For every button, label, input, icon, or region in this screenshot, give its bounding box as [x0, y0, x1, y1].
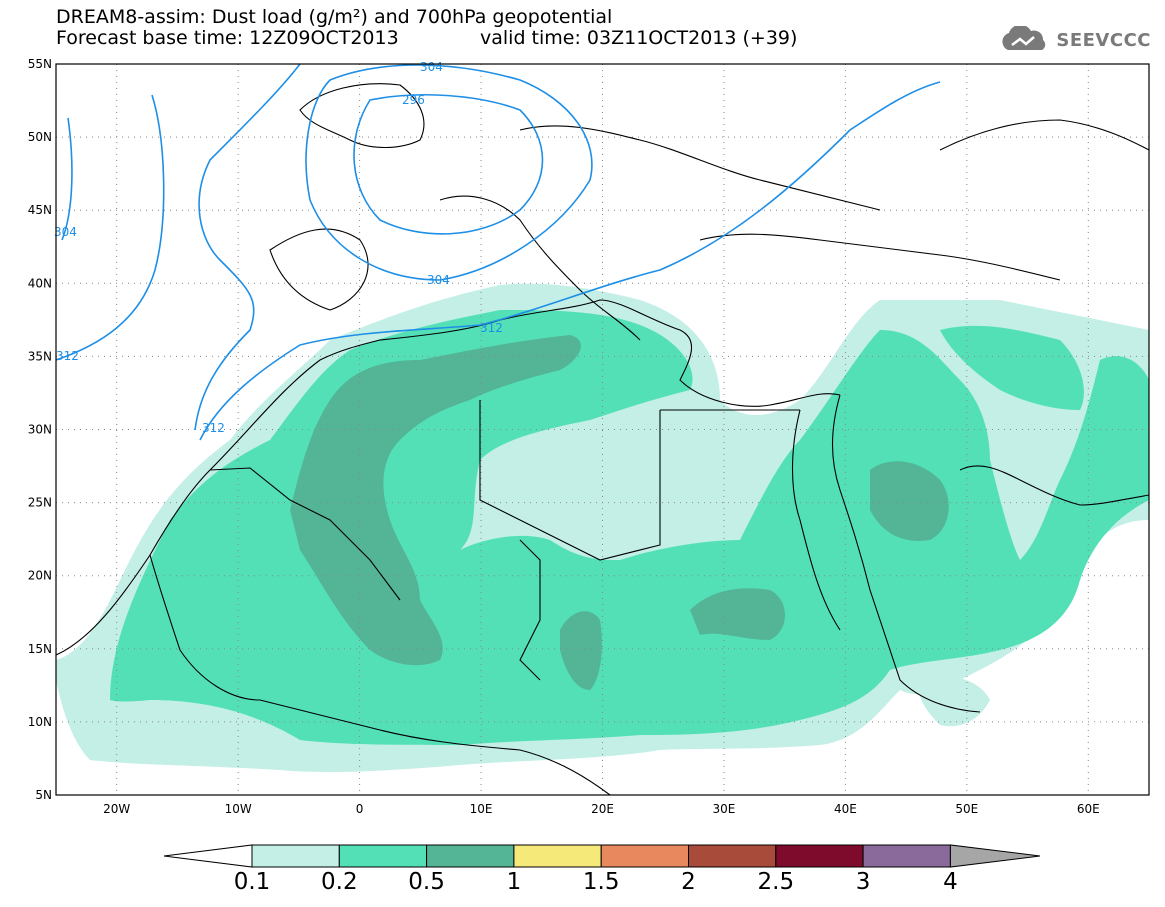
colorbar-label: 2	[681, 869, 696, 895]
latitude-labels: 55N 50N 45N 40N 35N 30N 25N 20N 15N 10N 5N	[28, 57, 52, 802]
colorbar-label: 1	[507, 869, 522, 895]
colorbar-label: 0.2	[321, 869, 358, 895]
contour-label: 296	[402, 93, 425, 107]
colorbar-swatch	[775, 844, 864, 868]
valid-time: valid time: 03Z11OCT2013 (+39)	[480, 27, 798, 49]
logo-text: SEEVCCC	[1056, 29, 1151, 51]
lon-tick-label: 60E	[1077, 802, 1100, 816]
lon-tick-label: 50E	[955, 802, 978, 816]
colorbar-label: 0.5	[408, 869, 445, 895]
colorbar-swatch	[862, 844, 951, 868]
lat-tick-label: 45N	[28, 203, 52, 217]
map-subtitle: Forecast base time: 12Z09OCT2013 valid ti…	[56, 27, 797, 49]
colorbar-swatch	[426, 844, 515, 868]
lat-tick-label: 35N	[28, 349, 52, 363]
colorbar-swatch	[251, 844, 340, 868]
lat-tick-label: 50N	[28, 130, 52, 144]
cloud-icon	[1002, 26, 1046, 50]
lon-tick-label: 10W	[225, 802, 252, 816]
lon-tick-label: 20E	[591, 802, 614, 816]
colorbar-label: 2.5	[758, 869, 795, 895]
lat-tick-label: 10N	[28, 715, 52, 729]
lat-tick-label: 15N	[28, 642, 52, 656]
lon-tick-label: 0	[356, 802, 364, 816]
geopotential-contours	[56, 64, 941, 441]
colorbar-swatch	[600, 844, 690, 868]
contour-label: 312	[202, 421, 225, 435]
colorbar-swatch	[688, 844, 777, 868]
lat-tick-label: 25N	[28, 496, 52, 510]
seevccc-logo: SEEVCCC	[998, 26, 1151, 54]
lon-tick-label: 30E	[713, 802, 736, 816]
lat-tick-label: 55N	[28, 57, 52, 71]
lat-tick-label: 40N	[28, 276, 52, 290]
colorbar: 0.1 0.2 0.5 1 1.5 2 2.5 3 4	[163, 844, 1041, 895]
colorbar-label: 0.1	[234, 869, 271, 895]
longitude-labels: 20W 10W 0 10E 20E 30E 40E 50E 60E	[103, 802, 1100, 816]
contour-label: 312	[480, 321, 503, 335]
lon-tick-label: 10E	[470, 802, 493, 816]
lat-tick-label: 5N	[35, 788, 52, 802]
lat-tick-label: 30N	[28, 423, 52, 437]
colorbar-swatch	[338, 844, 428, 868]
map-frame	[55, 63, 1150, 796]
contour-label: 304	[427, 273, 450, 287]
contour-label: 304	[54, 225, 77, 239]
lon-tick-label: 20W	[103, 802, 130, 816]
colorbar-over-triangle	[949, 844, 1041, 868]
dust-field-dense	[290, 335, 949, 690]
colorbar-swatch	[513, 844, 602, 868]
colorbar-label: 3	[856, 869, 871, 895]
lon-tick-label: 40E	[834, 802, 857, 816]
forecast-base-time: Forecast base time: 12Z09OCT2013	[56, 27, 399, 49]
colorbar-label: 4	[943, 869, 958, 895]
contour-label: 312	[56, 349, 79, 363]
colorbar-under-triangle	[163, 844, 253, 868]
lat-tick-label: 20N	[28, 569, 52, 583]
map-title: DREAM8-assim: Dust load (g/m²) and 700hP…	[56, 6, 613, 28]
graticule	[56, 64, 1149, 795]
contour-label: 304	[420, 60, 443, 74]
colorbar-label: 1.5	[583, 869, 620, 895]
